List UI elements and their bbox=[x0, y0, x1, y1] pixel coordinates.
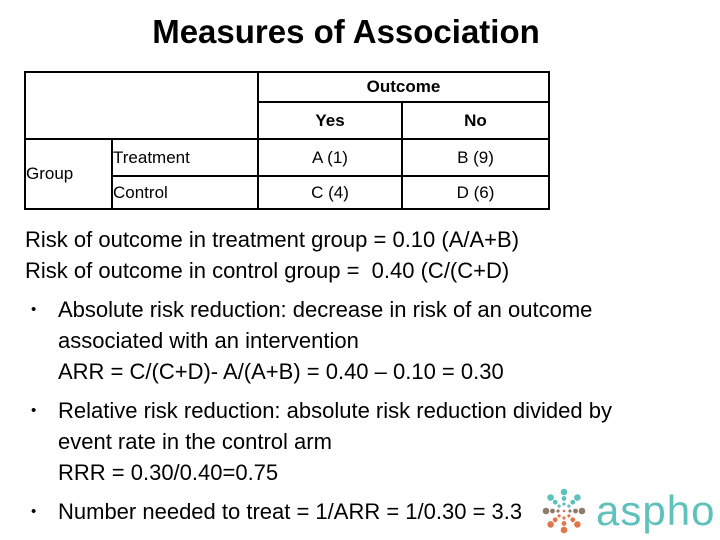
bullet-item: • Absolute risk reduction: decrease in r… bbox=[25, 294, 715, 325]
bullet-glyph: • bbox=[31, 402, 37, 419]
bullet-glyph: • bbox=[31, 301, 37, 318]
body-text-block: Risk of outcome in treatment group = 0.1… bbox=[25, 224, 715, 527]
bullet-item: • Number needed to treat = 1/ARR = 1/0.3… bbox=[25, 496, 715, 527]
body-line-text: event rate in the control arm bbox=[58, 429, 332, 454]
body-line: ARR = C/(C+D)- A/(A+B) = 0.40 – 0.10 = 0… bbox=[25, 356, 715, 387]
slide-title: Measures of Association bbox=[152, 13, 540, 50]
body-line-text: Number needed to treat = 1/ARR = 1/0.30 … bbox=[58, 499, 523, 524]
bullet-item: • Relative risk reduction: absolute risk… bbox=[25, 395, 715, 426]
aspho-logo-text: aspho bbox=[596, 487, 716, 534]
body-line-text: Risk of outcome in control group = 0.40 … bbox=[25, 258, 510, 283]
outcome-header-cell: Outcome bbox=[257, 71, 550, 103]
body-line-text: ARR = C/(C+D)- A/(A+B) = 0.40 – 0.10 = 0… bbox=[58, 359, 504, 384]
body-line-text: Absolute risk reduction: decrease in ris… bbox=[58, 297, 593, 322]
cell-c: C (4) bbox=[257, 175, 403, 210]
group-header-cell: Group bbox=[24, 138, 113, 210]
cell-a: A (1) bbox=[257, 138, 403, 177]
body-line-text: associated with an intervention bbox=[58, 328, 359, 353]
yes-header-cell: Yes bbox=[257, 101, 403, 140]
cell-d: D (6) bbox=[401, 175, 550, 210]
body-line: Risk of outcome in control group = 0.40 … bbox=[25, 255, 715, 286]
body-line: event rate in the control arm bbox=[25, 426, 715, 457]
control-row-label: Control bbox=[111, 175, 259, 210]
body-line: RRR = 0.30/0.40=0.75 bbox=[25, 457, 715, 488]
body-line: associated with an intervention bbox=[25, 325, 715, 356]
body-line-text: RRR = 0.30/0.40=0.75 bbox=[58, 460, 279, 485]
body-line: Risk of outcome in treatment group = 0.1… bbox=[25, 224, 715, 255]
body-line-text: Risk of outcome in treatment group = 0.1… bbox=[25, 227, 520, 252]
bullet-glyph: • bbox=[31, 503, 37, 520]
treatment-row-label: Treatment bbox=[111, 138, 259, 177]
table-corner-cell bbox=[24, 71, 259, 140]
aspho-dots-icon bbox=[542, 488, 586, 534]
cell-b: B (9) bbox=[401, 138, 550, 177]
no-header-cell: No bbox=[401, 101, 550, 140]
two-by-two-table: Outcome Yes No Group Treatment A (1) B (… bbox=[24, 71, 550, 210]
body-line-text: Relative risk reduction: absolute risk r… bbox=[58, 398, 612, 423]
aspho-logo: aspho bbox=[541, 486, 719, 538]
